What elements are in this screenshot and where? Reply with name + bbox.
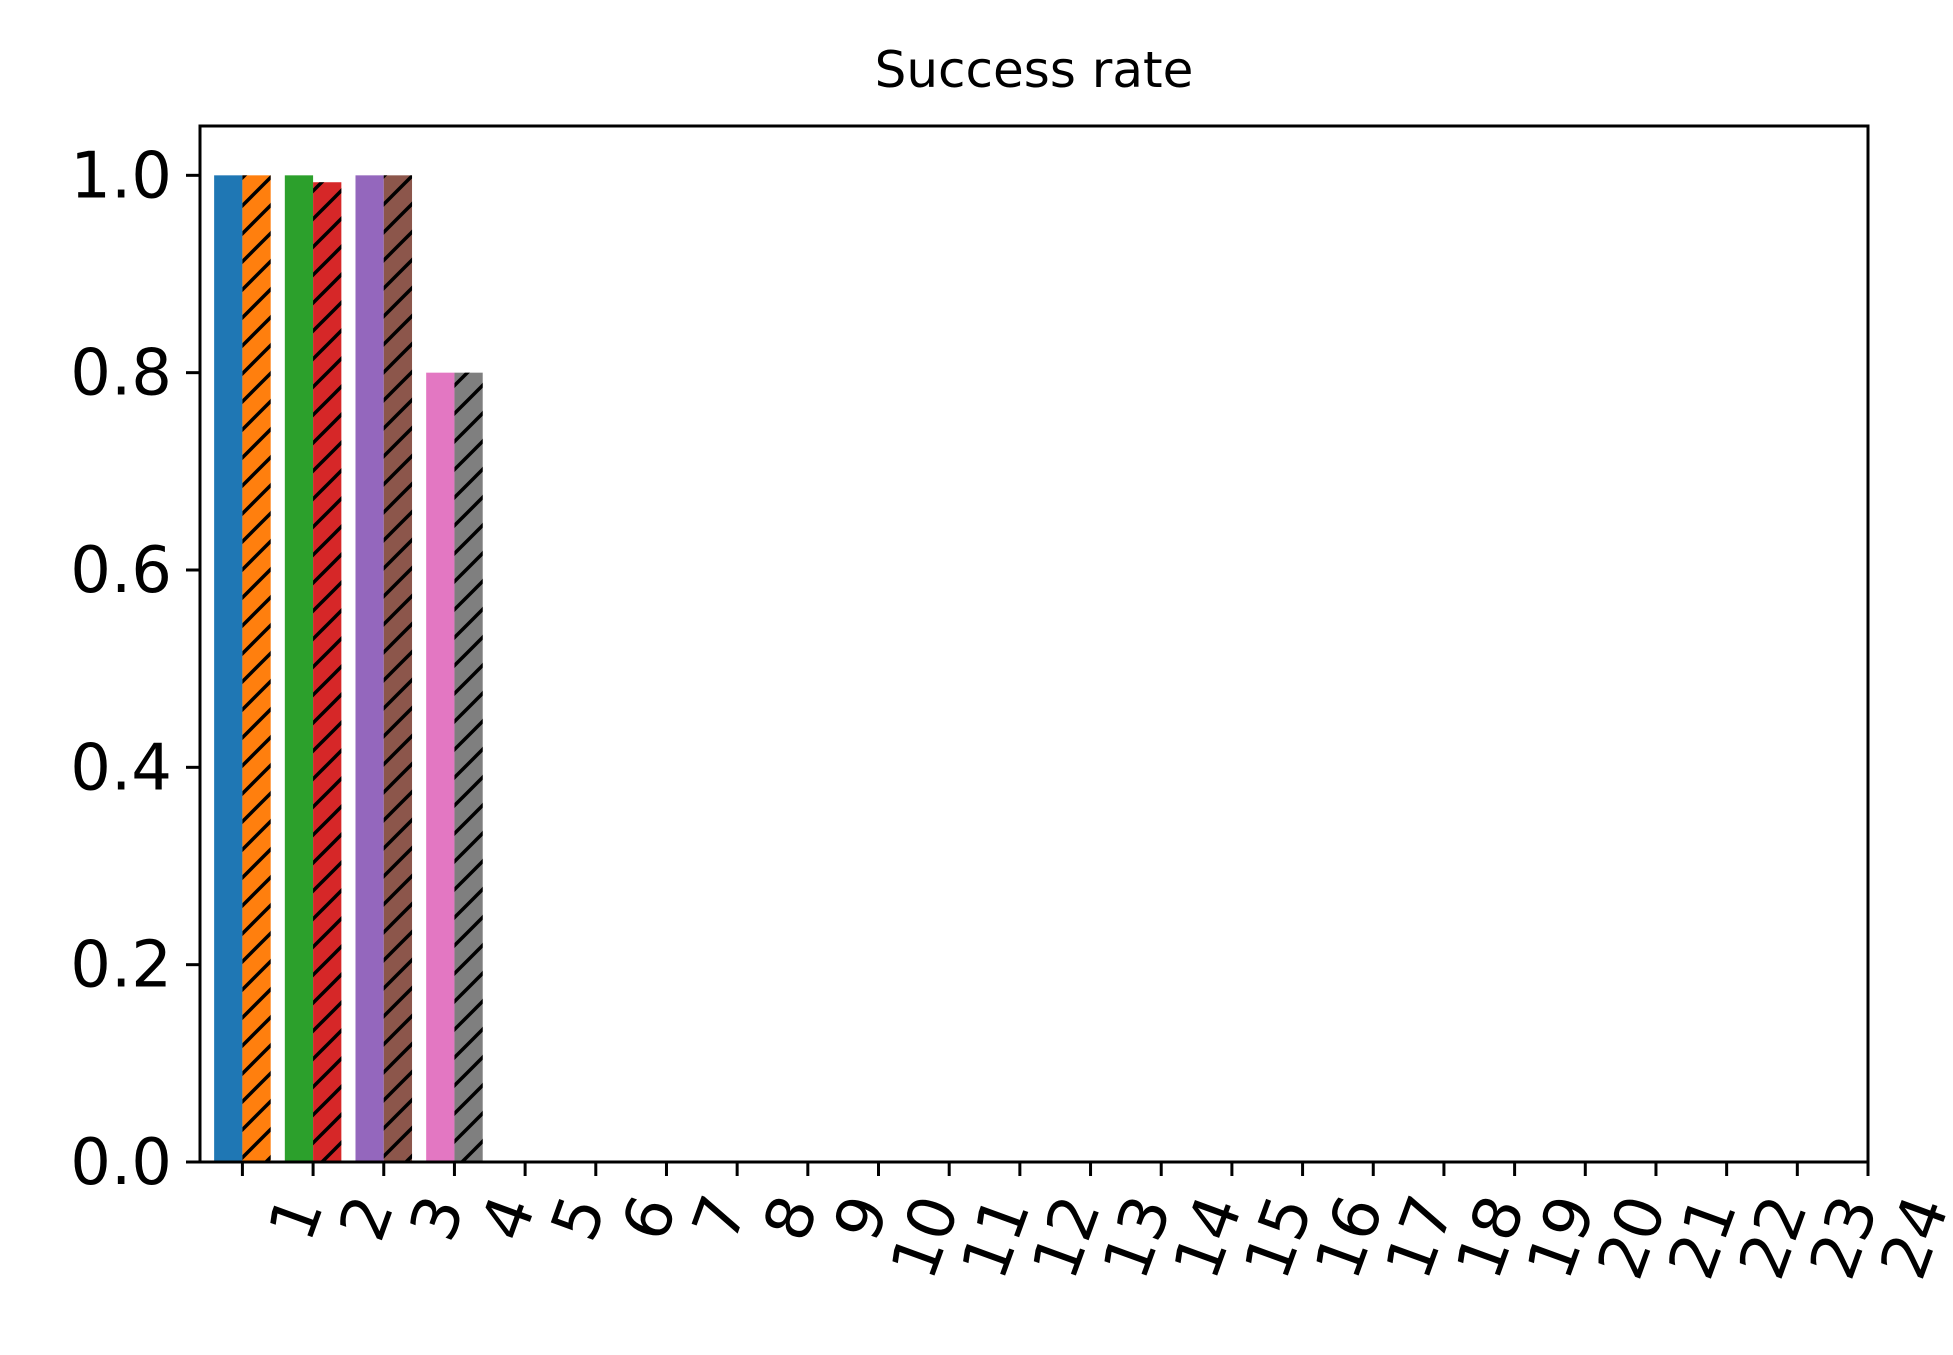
xtick-label: 4 bbox=[467, 1187, 550, 1251]
xtick-label: 2 bbox=[326, 1187, 409, 1251]
ytick-label: 1.0 bbox=[70, 139, 172, 213]
bar-4-left bbox=[426, 372, 455, 1163]
bar-hatch-1-right bbox=[242, 175, 271, 1163]
plot-frame bbox=[198, 124, 1870, 1164]
bar-2-left bbox=[284, 175, 314, 1163]
bar-hatch-3-right bbox=[383, 175, 413, 1163]
ytick-label: 0.0 bbox=[70, 1126, 172, 1200]
xtick-label: 7 bbox=[679, 1187, 762, 1251]
bar-series bbox=[214, 175, 483, 1163]
xtick-label: 3 bbox=[396, 1187, 479, 1251]
xtick-label: 5 bbox=[538, 1187, 621, 1251]
bar-3-left bbox=[355, 175, 384, 1163]
ytick-label: 0.4 bbox=[70, 731, 172, 805]
ytick-label: 0.2 bbox=[70, 929, 172, 1003]
xtick-label: 8 bbox=[750, 1187, 833, 1251]
chart-title: Success rate bbox=[875, 41, 1194, 99]
bar-hatch-2-right bbox=[313, 182, 342, 1163]
xtick-label: 1 bbox=[255, 1187, 338, 1251]
bar-hatch-4-right bbox=[454, 372, 483, 1163]
ytick-label: 0.6 bbox=[70, 534, 172, 608]
xtick-label: 6 bbox=[608, 1187, 691, 1251]
axes: 0.00.20.40.60.81.01234567891011121314151… bbox=[70, 124, 1953, 1289]
xtick-label: 24 bbox=[1867, 1187, 1953, 1289]
ytick-label: 0.8 bbox=[70, 337, 172, 411]
bar-1-left bbox=[214, 175, 243, 1163]
